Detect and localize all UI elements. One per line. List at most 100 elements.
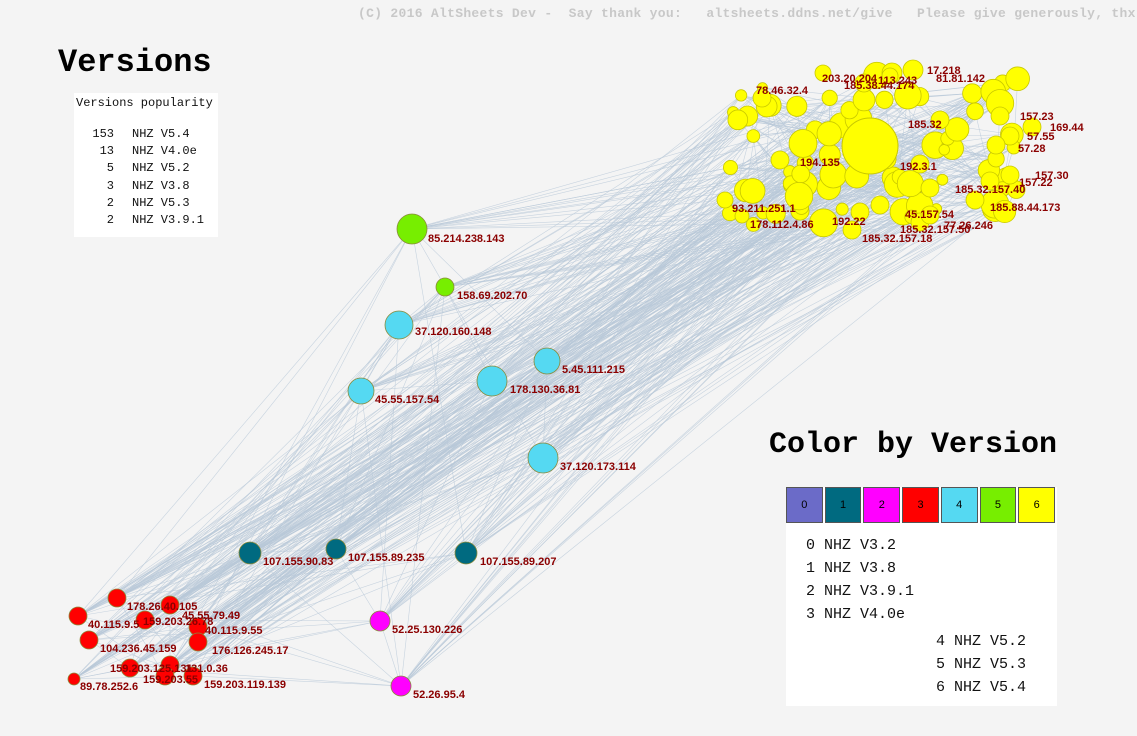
peer-node[interactable] bbox=[920, 178, 940, 198]
peer-node[interactable] bbox=[369, 610, 391, 632]
peer-node-label: 131.0.36 bbox=[185, 663, 228, 675]
peer-node[interactable] bbox=[752, 88, 772, 108]
graph-edge bbox=[129, 119, 739, 669]
versions-title: Versions bbox=[58, 44, 212, 81]
peer-node[interactable] bbox=[160, 595, 180, 615]
peer-node[interactable] bbox=[842, 220, 862, 240]
peer-node[interactable] bbox=[347, 377, 375, 405]
peer-node[interactable] bbox=[980, 171, 1000, 191]
peer-node[interactable] bbox=[435, 277, 455, 297]
peer-node-label: 169.44 bbox=[1050, 122, 1085, 134]
peer-node[interactable] bbox=[476, 365, 508, 397]
peer-node[interactable] bbox=[1000, 165, 1020, 185]
popularity-count: 2 bbox=[106, 195, 114, 210]
versions-popularity-panel: Versions popularity 153 NHZ V5.4 13 NHZ V4.… bbox=[74, 93, 218, 237]
peer-node[interactable] bbox=[902, 59, 924, 81]
peer-node-label: 5.45.111.215 bbox=[562, 364, 625, 376]
graph-edge bbox=[192, 112, 734, 677]
peer-node-label: 57.55 bbox=[1027, 131, 1055, 143]
peer-node-label: 159.203.26.78 bbox=[143, 616, 213, 628]
peer-node[interactable] bbox=[79, 630, 99, 650]
peer-node[interactable] bbox=[390, 675, 412, 697]
color-swatch: 5 bbox=[979, 487, 1017, 523]
graph-edge bbox=[88, 115, 748, 641]
peer-node-label: 40.115.9.55 bbox=[205, 625, 263, 637]
graph-edge bbox=[88, 626, 199, 641]
peer-node[interactable] bbox=[188, 632, 208, 652]
graph-edge bbox=[88, 143, 804, 641]
peer-node-label: 89.78.252.6 bbox=[80, 681, 138, 693]
graph-edge bbox=[465, 188, 1003, 554]
graph-edge bbox=[77, 95, 742, 617]
graph-edge bbox=[164, 208, 996, 677]
graph-edge bbox=[411, 228, 548, 362]
peer-node[interactable] bbox=[770, 150, 790, 170]
graph-edge bbox=[400, 170, 990, 687]
peer-node[interactable] bbox=[1000, 126, 1020, 146]
peer-node[interactable] bbox=[135, 610, 155, 630]
graph-edge bbox=[88, 183, 791, 641]
peer-node[interactable] bbox=[1022, 117, 1042, 137]
peer-node[interactable] bbox=[814, 64, 832, 82]
popularity-row: 5 NHZ V5.2 bbox=[76, 161, 218, 178]
peer-node[interactable] bbox=[870, 195, 890, 215]
peer-node-label: 185.32.157.40 bbox=[955, 184, 1025, 196]
graph-edge bbox=[465, 105, 771, 554]
peer-node[interactable] bbox=[986, 135, 1006, 155]
peer-node[interactable] bbox=[910, 154, 930, 174]
peer-node[interactable] bbox=[68, 606, 88, 626]
popularity-count: 5 bbox=[106, 161, 114, 176]
graph-edge bbox=[192, 115, 748, 677]
graph-edge bbox=[400, 195, 800, 687]
peer-node[interactable] bbox=[384, 310, 414, 340]
graph-edge bbox=[77, 228, 413, 617]
peer-node[interactable] bbox=[107, 588, 127, 608]
peer-node[interactable] bbox=[238, 541, 262, 565]
peer-node[interactable] bbox=[120, 658, 140, 678]
peer-node[interactable] bbox=[155, 666, 175, 686]
peer-node-label: 17.218 bbox=[927, 65, 961, 77]
peer-node-label: 185.32.157.18 bbox=[862, 233, 932, 245]
peer-node[interactable] bbox=[734, 208, 750, 224]
peer-node[interactable] bbox=[881, 67, 899, 85]
peer-node[interactable] bbox=[183, 666, 203, 686]
peer-node[interactable] bbox=[965, 190, 985, 210]
peer-node[interactable] bbox=[990, 106, 1010, 126]
graph-edge bbox=[379, 620, 402, 687]
peer-node[interactable] bbox=[533, 347, 561, 375]
peer-node[interactable] bbox=[930, 110, 950, 130]
graph-edge bbox=[892, 96, 920, 178]
copyright-banner: (C) 2016 AltSheets Dev - Say thank you: … bbox=[358, 6, 1137, 21]
peer-node-label: 185.38.44.174 bbox=[844, 80, 915, 92]
graph-edge bbox=[129, 158, 880, 669]
peer-node[interactable] bbox=[454, 541, 478, 565]
peer-node[interactable] bbox=[67, 672, 81, 686]
graph-edge bbox=[144, 390, 362, 621]
peer-node[interactable] bbox=[920, 205, 940, 225]
cluster-node bbox=[993, 199, 1017, 224]
graph-edge bbox=[169, 179, 943, 666]
graph-edge bbox=[546, 87, 763, 362]
popularity-count: 2 bbox=[106, 212, 114, 227]
graph-edge bbox=[400, 176, 900, 687]
cluster-node bbox=[746, 129, 761, 143]
graph-edge bbox=[169, 154, 830, 666]
graph-edge bbox=[400, 208, 937, 687]
popularity-version: NHZ V4.0e bbox=[132, 144, 197, 159]
graph-edge bbox=[116, 115, 748, 599]
graph-edge bbox=[88, 183, 911, 641]
peer-node-label: 176.126.245.17 bbox=[212, 645, 288, 657]
graph-edge bbox=[411, 162, 806, 230]
graph-edge bbox=[192, 106, 767, 677]
graph-edge bbox=[769, 105, 824, 223]
cluster-node bbox=[896, 170, 924, 198]
peer-node[interactable] bbox=[325, 538, 347, 560]
peer-node[interactable] bbox=[850, 202, 870, 222]
graph-edge bbox=[164, 195, 800, 677]
peer-node[interactable] bbox=[396, 213, 428, 245]
cluster-node bbox=[816, 121, 842, 147]
graph-edge bbox=[116, 228, 413, 599]
peer-node[interactable] bbox=[854, 73, 874, 93]
peer-node[interactable] bbox=[716, 191, 734, 209]
peer-node[interactable] bbox=[527, 442, 559, 474]
